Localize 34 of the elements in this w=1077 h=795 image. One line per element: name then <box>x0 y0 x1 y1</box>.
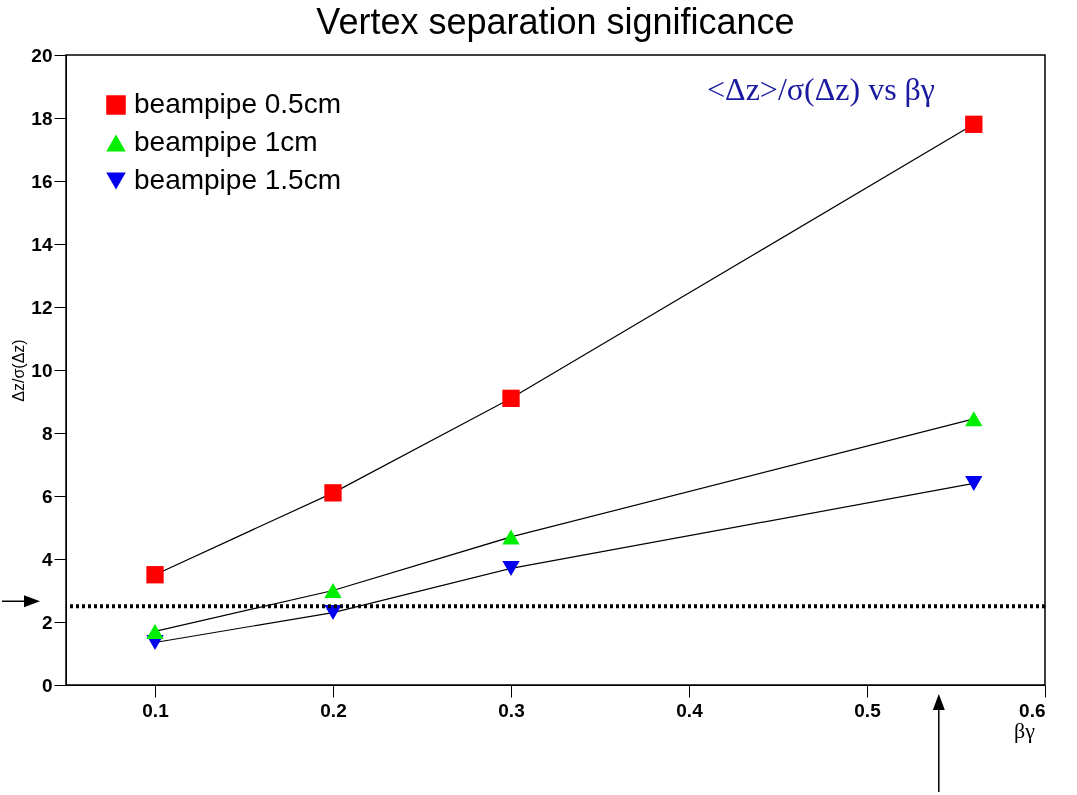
legend-label: beampipe 0.5cm <box>134 88 342 119</box>
point <box>146 566 164 584</box>
y-tick-label: 14 <box>31 233 53 255</box>
x-tick-label: 0.5 <box>854 699 882 721</box>
x-tick-label: 0.6 <box>1019 699 1046 721</box>
x-tick-label: 0.3 <box>498 699 525 721</box>
y-tick-label: 2 <box>41 611 53 633</box>
y-tick-label: 4 <box>41 548 53 570</box>
y-tick-label: 8 <box>41 422 53 444</box>
x-tick-label: 0.2 <box>320 699 347 721</box>
x-tick-label: 0.1 <box>142 699 170 721</box>
y-tick-label: 6 <box>41 485 53 507</box>
point <box>146 623 164 639</box>
legend-label: beampipe 1cm <box>134 126 318 157</box>
y-tick-label: 20 <box>31 44 53 66</box>
x-tick-label: 0.4 <box>676 699 704 721</box>
legend-label: beampipe 1.5cm <box>134 164 342 195</box>
chart-title: Vertex separation significance <box>316 1 795 42</box>
point <box>502 529 520 545</box>
y-tick-label: 16 <box>31 170 53 192</box>
x-axis-title: βγ <box>1014 718 1036 743</box>
point <box>502 560 520 576</box>
annotation: <Δz>/σ(Δz) vs βγ <box>707 71 935 107</box>
point <box>965 411 983 427</box>
point <box>324 484 342 502</box>
point <box>965 475 983 491</box>
y-tick-label: 0 <box>41 674 53 696</box>
point <box>324 583 342 598</box>
y-tick-label: 10 <box>31 359 53 381</box>
y-tick-label: 18 <box>31 107 53 129</box>
point <box>502 389 520 408</box>
y-tick-label: 12 <box>31 296 53 318</box>
point <box>965 115 983 133</box>
y-axis-title: Δz/σ(Δz) <box>10 339 28 402</box>
